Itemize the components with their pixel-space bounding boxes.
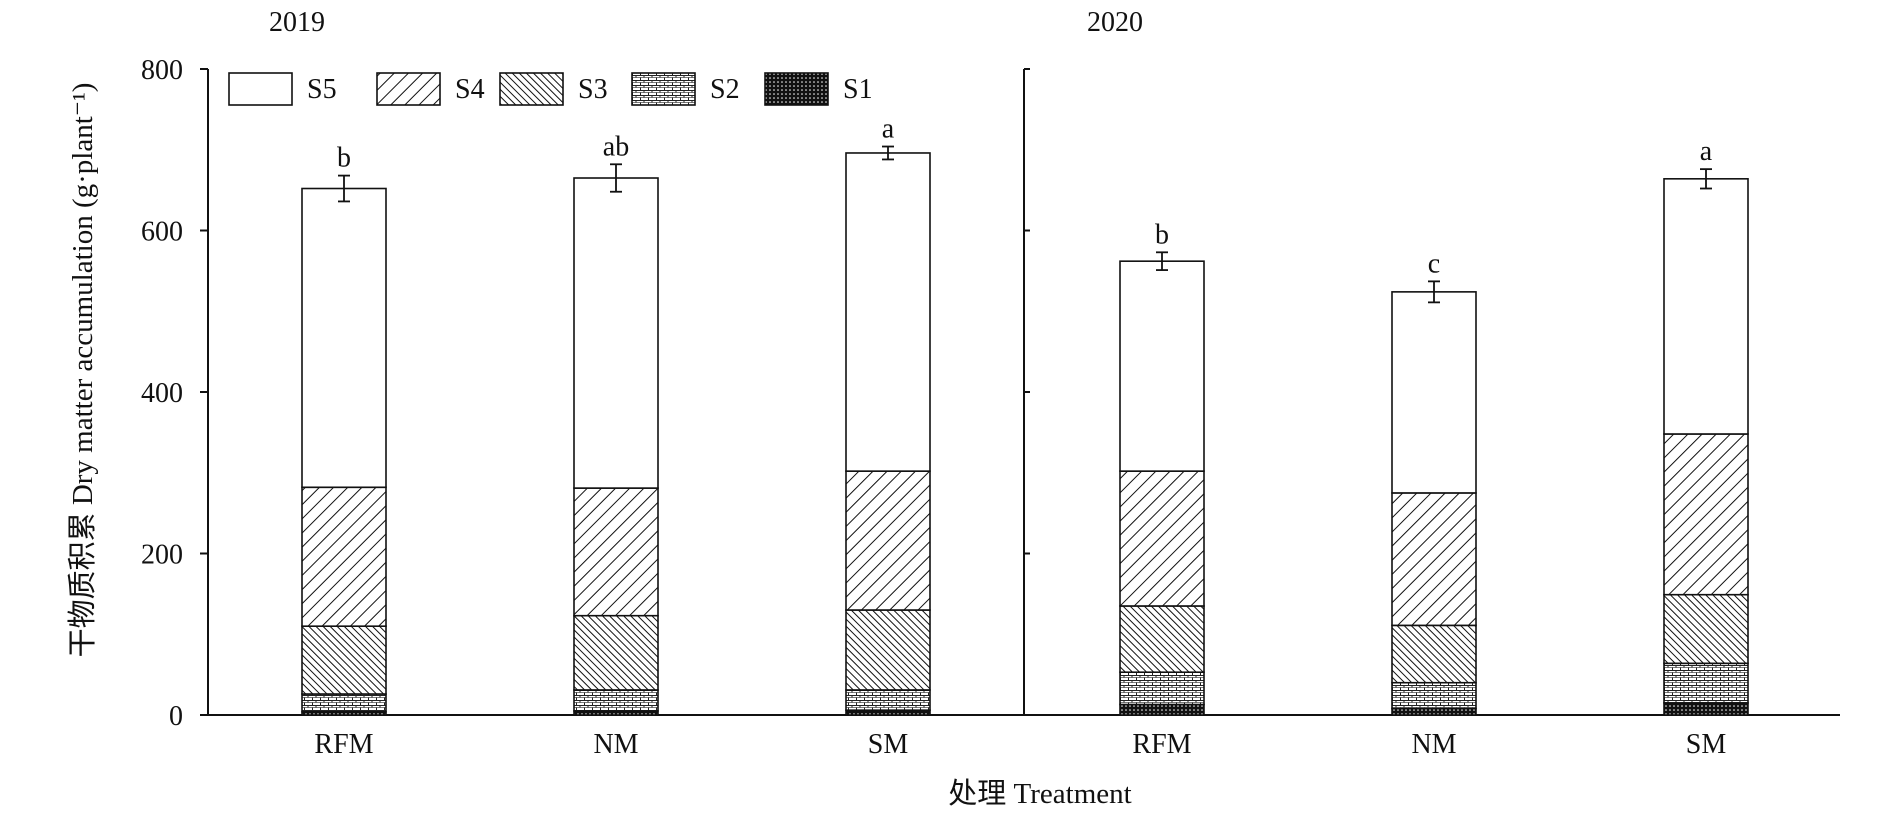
bar-segment-S3 [1119, 605, 1205, 674]
bar-segment-S5 [845, 152, 931, 472]
legend-swatch-S4 [376, 72, 441, 106]
y-tick-label: 400 [141, 378, 183, 409]
bar-segment-S5 [1391, 291, 1477, 494]
panel-title-2019: 2019 [269, 7, 325, 38]
y-tick-label: 200 [141, 540, 183, 571]
legend-label-S5: S5 [307, 74, 337, 105]
bar-segment-S2 [1119, 671, 1205, 706]
bar-segment-S1 [1119, 703, 1205, 716]
bar-segment-S5 [1119, 260, 1205, 472]
legend-swatch-S3 [499, 72, 564, 106]
y-axis-label: 干物质积累 Dry matter accumulation (g·plant⁻¹… [66, 83, 99, 658]
bar-segment-S5 [1663, 178, 1749, 435]
bar-segment-S3 [1663, 593, 1749, 665]
x-tick-label: SM [868, 729, 909, 760]
bar-segment-S3 [301, 625, 387, 695]
y-ticks: 0 200 400 600 800 [141, 55, 1030, 732]
x-tick-label: SM [1686, 729, 1727, 760]
significance-label: a [882, 114, 895, 145]
y-tick-label: 600 [141, 217, 183, 248]
x-tick-label: NM [1411, 729, 1456, 760]
legend-label-S1: S1 [843, 74, 873, 105]
panel-title-2020: 2020 [1087, 7, 1143, 38]
bar-segment-S4 [845, 470, 931, 611]
significance-label: a [1700, 136, 1713, 167]
bar-segment-S3 [845, 609, 931, 691]
significance-label: b [337, 143, 351, 174]
bar-segment-S1 [1391, 707, 1477, 716]
bar-segment-S2 [301, 693, 387, 713]
legend-swatch-S5 [228, 72, 293, 106]
bar-segment-S4 [1663, 433, 1749, 596]
bar-segment-S2 [1391, 681, 1477, 710]
significance-label: b [1155, 219, 1169, 250]
legend-label-S2: S2 [710, 74, 740, 105]
significance-label: ab [603, 131, 629, 162]
bar-segment-S2 [845, 689, 931, 711]
bar-segment-S1 [1663, 702, 1749, 716]
bar-segment-S5 [301, 187, 387, 489]
bar-segment-S2 [1663, 662, 1749, 704]
legend-swatch-S2 [631, 72, 696, 106]
y-tick-label: 0 [169, 701, 183, 732]
legend-swatch-S1 [764, 72, 829, 106]
legend-label-S4: S4 [455, 74, 485, 105]
x-axis-label: 处理 Treatment [948, 777, 1131, 810]
bar-segment-S3 [1391, 624, 1477, 684]
bar-segment-S5 [573, 177, 659, 489]
bar-segment-S4 [301, 486, 387, 627]
significance-label: c [1428, 248, 1440, 279]
x-tick-label: NM [593, 729, 638, 760]
x-tick-label: RFM [1132, 729, 1191, 760]
bar-groups: b RFM ab NM a SM b RFM c NM a SM [301, 114, 1749, 760]
bar-segment-S4 [1391, 492, 1477, 627]
bar-segment-S2 [573, 689, 659, 712]
y-tick-label: 800 [141, 55, 183, 86]
legend: S5 S4 S3 S2 S1 [228, 72, 873, 106]
x-tick-label: RFM [314, 729, 373, 760]
bar-segment-S4 [573, 487, 659, 617]
bar-segment-S4 [1119, 470, 1205, 607]
legend-label-S3: S3 [578, 74, 608, 105]
bar-segment-S3 [573, 614, 659, 691]
